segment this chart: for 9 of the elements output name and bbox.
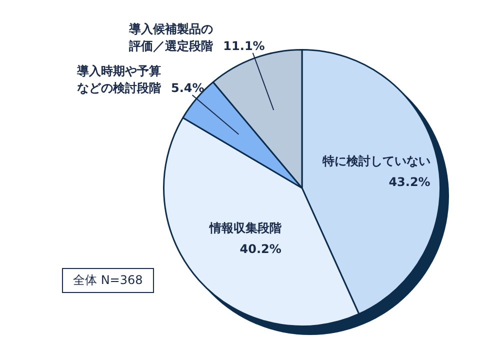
text: 全体 N=368 (62, 268, 154, 293)
slice-label: 情報収集段階 (208, 220, 282, 235)
slice-label: 導入時期や予算などの検討段階 (76, 64, 162, 96)
slice-label: 特に検討していない (321, 154, 430, 168)
data-label: 11.1% (223, 38, 265, 53)
data-label: 43.2% (388, 175, 430, 190)
slice-label: 導入候補製品の評価／選定段階 (128, 22, 214, 53)
data-label: 5.4% (171, 81, 204, 96)
data-label: 40.2% (240, 242, 282, 256)
